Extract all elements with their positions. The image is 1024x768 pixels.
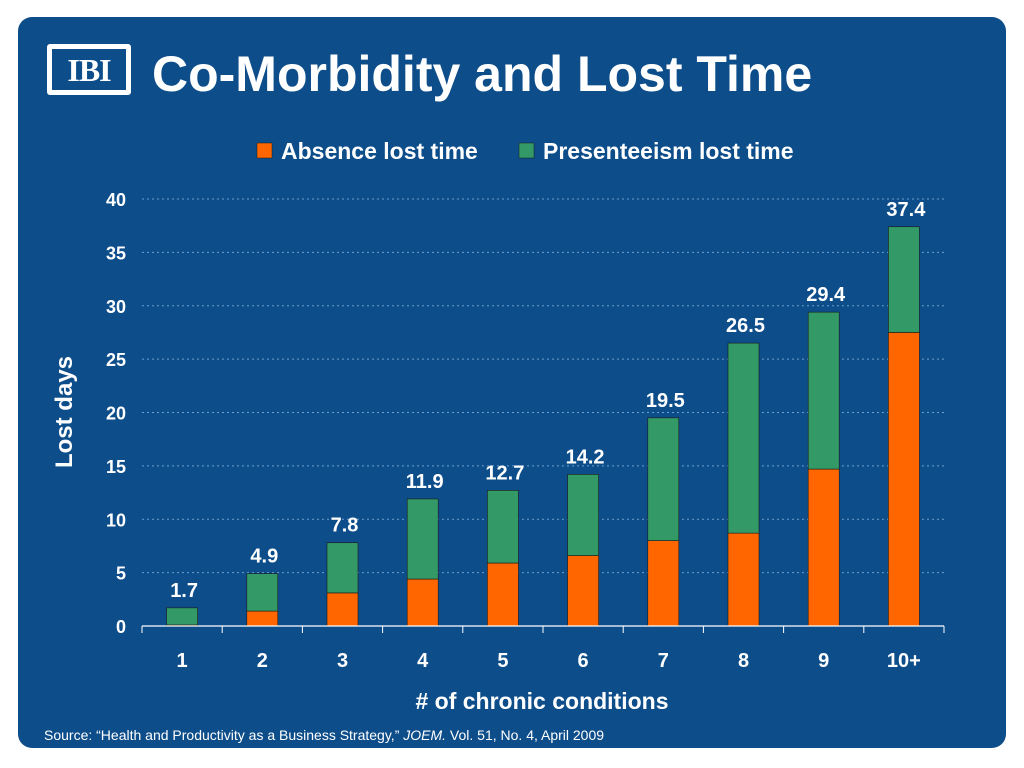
legend-swatch-absence (256, 142, 273, 159)
bar-presenteeism-1 (166, 607, 198, 626)
total-label-4: 11.9 (406, 471, 444, 493)
source-suffix: Vol. 51, No. 4, April 2009 (446, 727, 605, 743)
y-tick-label: 0 (116, 617, 126, 637)
total-label-3: 7.8 (331, 515, 359, 537)
x-tick-label: 1 (177, 650, 188, 672)
total-label-5: 12.7 (485, 462, 524, 484)
x-axis-label: # of chronic conditions (415, 688, 668, 714)
bar-presenteeism-6 (567, 474, 599, 556)
y-tick-label: 30 (106, 297, 126, 317)
bars (166, 226, 920, 627)
bar-absence-6 (567, 555, 599, 627)
bar-presenteeism-5 (487, 490, 519, 564)
x-tick-label: 9 (818, 650, 829, 672)
bar-presenteeism-9 (807, 311, 840, 470)
axes (141, 625, 945, 633)
bar-presenteeism-4 (406, 498, 439, 580)
total-label-8: 26.5 (726, 315, 765, 337)
x-tick-labels: 1 2 3 4 5 6 7 8 9 10+ (177, 650, 921, 672)
x-tick-label: 10+ (887, 650, 921, 672)
x-tick-label: 7 (658, 650, 669, 672)
total-label-6: 14.2 (566, 446, 605, 468)
y-tick-label: 15 (106, 457, 126, 477)
total-label-9: 29.4 (806, 284, 846, 306)
bar-presenteeism-2 (246, 573, 279, 612)
total-label-2: 4.9 (250, 546, 278, 568)
bar-absence-9 (807, 468, 840, 627)
y-tick-label: 5 (116, 564, 126, 584)
slide-title: Co-Morbidity and Lost Time (152, 46, 813, 102)
source-journal: JOEM. (403, 727, 447, 743)
y-tick-label: 35 (106, 243, 126, 263)
source-prefix: Source: “Health and Productivity as a Bu… (44, 727, 404, 743)
ibi-logo-text: IBI (67, 51, 111, 88)
bar-absence-8 (727, 532, 760, 627)
bar-presenteeism-10+ (888, 226, 920, 333)
total-label-7: 19.5 (646, 390, 685, 412)
y-tick-label: 10 (106, 510, 126, 530)
x-tick-label: 3 (337, 650, 348, 672)
gridlines (142, 198, 944, 574)
legend-label-presenteeism: Presenteeism lost time (543, 138, 794, 164)
bar-presenteeism-3 (326, 542, 359, 594)
bar-absence-4 (406, 578, 439, 627)
y-tick-labels: 0 5 10 15 20 25 30 35 40 (106, 190, 126, 637)
bar-absence-5 (487, 562, 519, 627)
x-tick-label: 6 (578, 650, 589, 672)
ibi-logo-inner: IBI (52, 49, 126, 90)
legend-label-absence: Absence lost time (281, 138, 478, 164)
legend-swatch-presenteeism (518, 142, 535, 159)
total-label-1: 1.7 (170, 580, 198, 602)
bar-absence-3 (326, 592, 359, 627)
source-citation: Source: “Health and Productivity as a Bu… (44, 727, 604, 743)
y-tick-label: 20 (106, 404, 126, 424)
bar-absence-7 (647, 540, 680, 627)
total-labels: 1.7 4.9 7.8 11.9 12.7 14.2 19.5 26.5 29.4 37.4 (170, 199, 926, 602)
total-label-10+: 37.4 (886, 199, 926, 221)
bar-absence-2 (246, 610, 279, 627)
ibi-logo: IBI (47, 44, 131, 95)
y-tick-label: 25 (106, 350, 126, 370)
y-axis-label: Lost days (51, 356, 78, 468)
y-tick-label: 40 (106, 190, 126, 210)
bar-presenteeism-7 (647, 417, 680, 541)
x-tick-label: 4 (417, 650, 429, 672)
bar-absence-10+ (888, 332, 920, 627)
x-tick-label: 5 (497, 650, 508, 672)
x-tick-label: 8 (738, 650, 749, 672)
bar-presenteeism-8 (727, 342, 760, 534)
x-tick-label: 2 (257, 650, 268, 672)
chart-legend: Absence lost time Presenteeism lost time (256, 138, 794, 164)
